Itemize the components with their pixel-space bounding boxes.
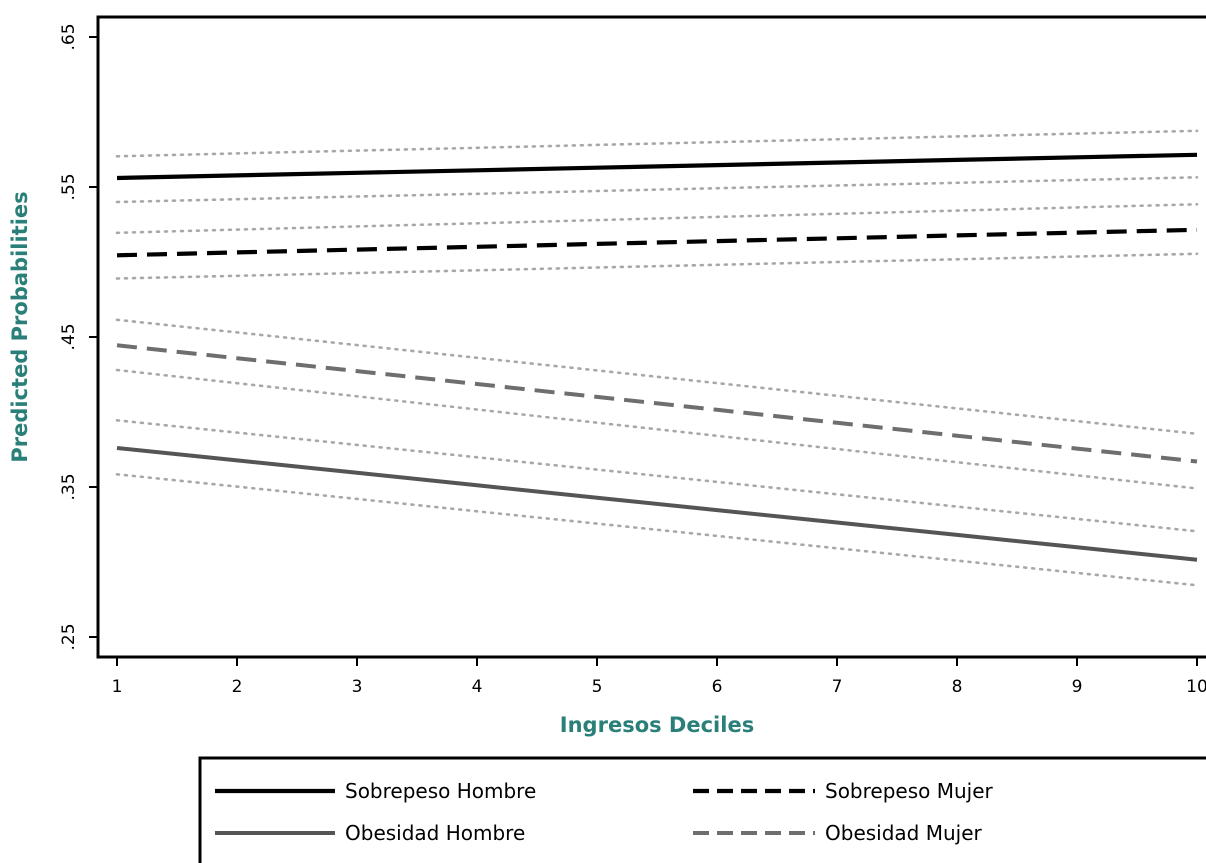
legend-box bbox=[198, 756, 1206, 863]
x-tick-label: 5 bbox=[592, 677, 603, 697]
legend: Sobrepeso Hombre Sobrepeso Mujer Obesidad … bbox=[198, 756, 1206, 863]
series-line-2 bbox=[116, 227, 1198, 258]
series-line-3 bbox=[116, 446, 1198, 562]
y-tick-label: .35 bbox=[59, 473, 79, 500]
axes: .25 .35 .45 .55 .65 1 2 3 4 5 6 7 8 9 10 bbox=[59, 15, 1206, 697]
y-tick-label: .45 bbox=[59, 323, 79, 350]
x-tick-label: 3 bbox=[352, 677, 363, 697]
ci-line-upper-2 bbox=[115, 203, 1199, 235]
series-line-4 bbox=[116, 343, 1198, 464]
x-tick-label: 4 bbox=[472, 677, 483, 697]
x-tick-label: 6 bbox=[712, 677, 723, 697]
ci-line-lower-1 bbox=[115, 176, 1199, 204]
ci-line-upper-3 bbox=[115, 418, 1199, 533]
ci-line-lower-4 bbox=[115, 368, 1199, 490]
ci-line-lower-3 bbox=[115, 472, 1199, 587]
legend-label-3: Obesidad Hombre bbox=[345, 821, 525, 845]
x-tick-label: 9 bbox=[1072, 677, 1083, 697]
y-tick-label: .25 bbox=[59, 623, 79, 650]
x-tick-label: 8 bbox=[952, 677, 963, 697]
legend-label-1: Sobrepeso Hombre bbox=[345, 779, 536, 803]
y-axis-title: Predicted Probabilities bbox=[8, 191, 32, 462]
ci-line-upper-4 bbox=[115, 318, 1199, 436]
y-tick-label: .65 bbox=[59, 23, 79, 50]
x-tick-label: 1 bbox=[112, 677, 123, 697]
legend-label-2: Sobrepeso Mujer bbox=[825, 779, 994, 803]
ci-line-upper-1 bbox=[115, 129, 1199, 158]
x-tick-label: 10 bbox=[1186, 677, 1206, 697]
plot-area bbox=[115, 129, 1199, 587]
x-axis-title: Ingresos Deciles bbox=[560, 713, 754, 737]
x-tick-label: 7 bbox=[832, 677, 843, 697]
series-line-1 bbox=[116, 152, 1198, 181]
legend-label-4: Obesidad Mujer bbox=[825, 821, 983, 845]
y-tick-label: .55 bbox=[59, 173, 79, 200]
x-tick-label: 2 bbox=[232, 677, 243, 697]
ci-line-lower-2 bbox=[115, 252, 1199, 280]
